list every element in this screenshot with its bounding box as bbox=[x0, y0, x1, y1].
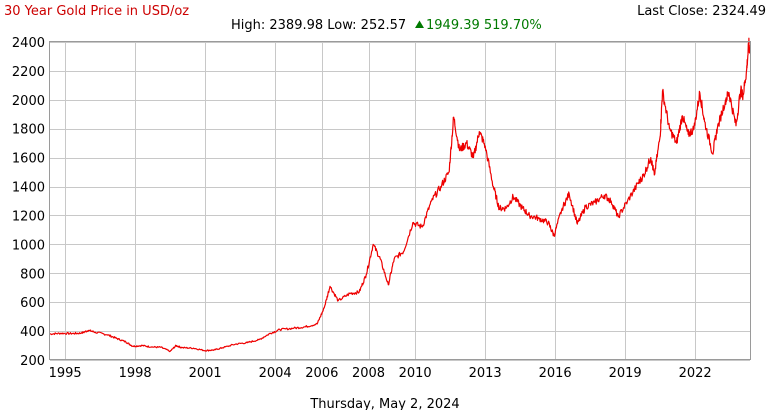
y-axis-tick-labels: 200 400 600 800 1000 1200 1400 1600 1800 2000 2200… bbox=[12, 36, 45, 369]
high-low-label: High: 2389.98 Low: 252.57 bbox=[231, 18, 406, 33]
y-tick-label: 1600 bbox=[12, 152, 45, 167]
y-tick-label: 2200 bbox=[12, 65, 45, 80]
x-tick-label: 1995 bbox=[49, 366, 82, 381]
y-tick-label: 800 bbox=[20, 267, 45, 282]
chart-title: 30 Year Gold Price in USD/oz bbox=[4, 4, 189, 19]
up-arrow-icon bbox=[415, 20, 424, 28]
x-tick-label: 2019 bbox=[609, 366, 642, 381]
y-tick-label: 1800 bbox=[12, 123, 45, 138]
x-tick-label: 2010 bbox=[399, 366, 432, 381]
x-tick-label: 2013 bbox=[469, 366, 502, 381]
grid-lines bbox=[50, 42, 750, 361]
y-tick-label: 1000 bbox=[12, 238, 45, 253]
y-tick-label: 600 bbox=[20, 296, 45, 311]
y-tick-label: 2000 bbox=[12, 94, 45, 109]
date-footer: Thursday, May 2, 2024 bbox=[309, 397, 459, 410]
last-close-label: Last Close: 2324.49 bbox=[637, 4, 766, 19]
x-tick-label: 2022 bbox=[679, 366, 712, 381]
x-tick-label: 2004 bbox=[259, 366, 292, 381]
plot-frame bbox=[49, 41, 751, 360]
x-tick-label: 1998 bbox=[119, 366, 152, 381]
x-tick-label: 2008 bbox=[352, 366, 385, 381]
series-layer bbox=[49, 37, 751, 353]
x-axis-tick-labels: 1995 1998 2001 2004 2006 2008 2010 2013 2016 2019… bbox=[49, 366, 712, 381]
y-tick-label: 1400 bbox=[12, 181, 45, 196]
x-tick-label: 2016 bbox=[539, 366, 572, 381]
gold-price-line bbox=[49, 37, 751, 353]
x-tick-label: 2001 bbox=[189, 366, 222, 381]
change-label: 1949.39 519.70% bbox=[426, 18, 542, 33]
y-tick-label: 400 bbox=[20, 325, 45, 340]
y-tick-label: 2400 bbox=[12, 36, 45, 51]
x-tick-label: 2006 bbox=[305, 366, 338, 381]
y-tick-label: 1200 bbox=[12, 209, 45, 224]
y-tick-label: 200 bbox=[20, 354, 45, 369]
